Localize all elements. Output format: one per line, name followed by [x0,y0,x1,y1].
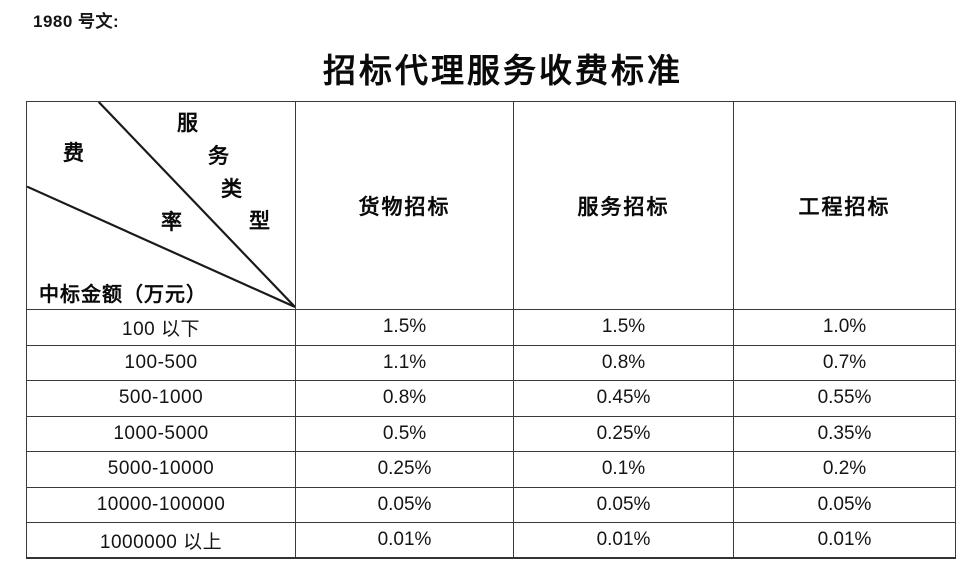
diagonal-line-upper [97,102,295,308]
column-header-services: 服务招标 [513,101,734,310]
row-label: 5000-10000 [26,451,296,488]
rate-value: 0.35% [733,415,956,452]
corner-fee-rate-char: 率 [161,210,182,234]
rate-value: 0.8% [513,344,734,381]
rate-value: 0.25% [513,415,734,452]
rate-value: 0.1% [513,451,734,488]
table-row: 5000-10000 0.25% 0.1% 0.2% [26,451,956,488]
page-title: 招标代理服务收费标准 [323,54,683,90]
corner-service-type-char: 型 [249,209,270,233]
rate-value: 0.01% [295,522,514,559]
rate-value: 0.5% [295,415,514,452]
column-header-goods: 货物招标 [295,101,514,310]
table-row: 100-500 1.1% 0.8% 0.7% [26,344,956,381]
row-label: 1000-5000 [26,415,296,452]
rate-value: 0.25% [295,451,514,488]
rate-value: 1.0% [733,309,956,346]
row-label: 10000-100000 [26,486,296,523]
corner-diagonals-svg [27,102,295,308]
corner-fee-rate-char: 费 [63,141,84,165]
row-label: 1000000 以上 [26,522,296,559]
diagonal-line-lower [27,185,295,308]
rate-value: 0.2% [733,451,956,488]
column-header-works: 工程招标 [733,101,956,310]
table-row: 100 以下 1.5% 1.5% 1.0% [26,309,956,346]
rate-value: 0.05% [733,486,956,523]
rate-value: 0.7% [733,344,956,381]
rate-value: 0.8% [295,380,514,417]
rate-value: 0.01% [733,522,956,559]
row-label: 100 以下 [26,309,296,346]
table-row: 500-1000 0.8% 0.45% 0.55% [26,380,956,417]
corner-amount-label: 中标金额（万元） [39,284,207,306]
rate-value: 0.05% [513,486,734,523]
table-row: 10000-100000 0.05% 0.05% 0.05% [26,486,956,523]
rate-value: 0.45% [513,380,734,417]
corner-header-cell: 服 务 类 型 费 率 中标金额（万元） [26,101,296,310]
fee-table: 服 务 类 型 费 率 中标金额（万元） 货物招标 服务招标 工程招标 100 … [26,101,956,559]
corner-service-type-char: 服 [177,111,198,135]
rate-value: 0.01% [513,522,734,559]
rate-value: 1.1% [295,344,514,381]
corner-service-type-char: 务 [208,144,229,168]
row-label: 100-500 [26,344,296,381]
rate-value: 1.5% [295,309,514,346]
rate-value: 0.55% [733,380,956,417]
corner-service-type-char: 类 [221,177,242,201]
rate-value: 0.05% [295,486,514,523]
rate-value: 1.5% [513,309,734,346]
row-label: 500-1000 [26,380,296,417]
table-row: 1000000 以上 0.01% 0.01% 0.01% [26,522,956,559]
doc-ref-label: 1980 号文: [33,12,120,31]
header-row: 服 务 类 型 费 率 中标金额（万元） 货物招标 服务招标 工程招标 [26,101,956,310]
table-row: 1000-5000 0.5% 0.25% 0.35% [26,415,956,452]
